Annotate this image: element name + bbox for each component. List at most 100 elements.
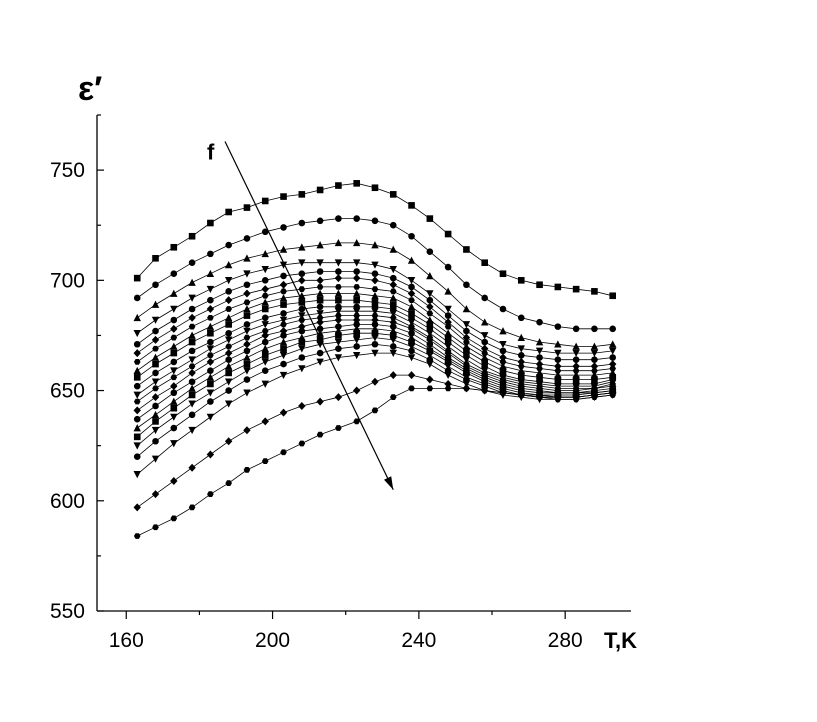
data-point (609, 360, 617, 369)
data-point (207, 329, 214, 337)
data-point (280, 272, 287, 280)
data-point (426, 310, 434, 317)
data-point (407, 256, 416, 264)
data-point (334, 289, 343, 297)
data-point (426, 290, 434, 298)
data-point (371, 321, 379, 328)
series-21 (133, 385, 617, 539)
data-point (298, 327, 306, 335)
data-point (407, 371, 416, 380)
data-point (335, 296, 342, 304)
data-point (590, 349, 599, 357)
data-point (444, 385, 452, 392)
data-point (224, 261, 233, 269)
data-point (352, 386, 361, 395)
data-point (316, 284, 324, 290)
data-point (188, 305, 196, 313)
data-point (371, 184, 379, 192)
data-point (536, 374, 543, 381)
series-20 (133, 371, 617, 512)
data-point (554, 367, 562, 374)
data-point (298, 219, 306, 227)
data-point (316, 431, 324, 438)
data-point (280, 193, 287, 200)
data-point (225, 329, 232, 337)
data-point (609, 365, 617, 372)
data-point (517, 333, 525, 341)
data-point (462, 305, 471, 313)
data-point (352, 307, 361, 316)
data-point (152, 418, 159, 425)
data-point (352, 274, 361, 283)
data-point (444, 363, 452, 371)
data-point (352, 289, 361, 297)
data-point (298, 440, 306, 447)
data-point (170, 289, 178, 297)
data-point (335, 332, 342, 339)
data-point (298, 401, 306, 410)
data-point (188, 347, 196, 355)
data-point (444, 263, 452, 271)
data-point (408, 385, 415, 392)
data-point (133, 424, 141, 432)
data-point (133, 503, 141, 512)
data-point (188, 411, 196, 419)
data-point (133, 398, 141, 405)
data-point (152, 360, 159, 368)
data-point (188, 504, 196, 511)
data-point (133, 374, 141, 381)
data-point (170, 424, 178, 432)
data-point (224, 400, 233, 408)
data-point (426, 360, 434, 369)
series-1 (133, 180, 617, 300)
data-point (334, 274, 343, 283)
data-point (261, 458, 269, 464)
data-point (206, 389, 215, 397)
data-point (554, 283, 562, 291)
data-point (353, 268, 360, 275)
data-point (444, 287, 452, 295)
data-point (188, 368, 196, 377)
data-point (261, 358, 269, 366)
data-point (536, 394, 543, 401)
data-point (133, 533, 141, 539)
data-point (225, 288, 232, 295)
data-point (407, 289, 416, 298)
data-point (353, 180, 360, 187)
data-point (170, 476, 178, 485)
data-point (243, 347, 251, 355)
data-point (316, 397, 324, 406)
data-point (170, 367, 178, 375)
data-point (389, 245, 397, 253)
data-point (224, 313, 233, 322)
data-point (133, 406, 141, 415)
data-point (188, 338, 196, 346)
data-point (298, 299, 306, 306)
data-point (243, 340, 251, 349)
data-point (261, 351, 269, 359)
data-point (188, 391, 196, 399)
data-point (280, 332, 287, 339)
data-point (353, 329, 360, 337)
data-point (316, 358, 324, 366)
data-point (389, 343, 397, 350)
data-point (170, 389, 178, 397)
data-point (279, 338, 288, 346)
data-point (591, 394, 598, 401)
data-point (188, 463, 196, 472)
data-point (188, 426, 196, 435)
data-point (261, 417, 269, 426)
data-point (316, 276, 324, 285)
data-point (481, 387, 488, 394)
data-point (261, 298, 269, 306)
data-point (298, 259, 306, 267)
data-point (133, 433, 141, 441)
data-point (609, 292, 617, 300)
data-point (480, 332, 489, 340)
data-point (279, 351, 288, 360)
data-point (536, 365, 543, 372)
data-point (353, 343, 360, 350)
data-point (554, 349, 562, 357)
data-point (152, 327, 159, 335)
data-point (389, 301, 397, 308)
